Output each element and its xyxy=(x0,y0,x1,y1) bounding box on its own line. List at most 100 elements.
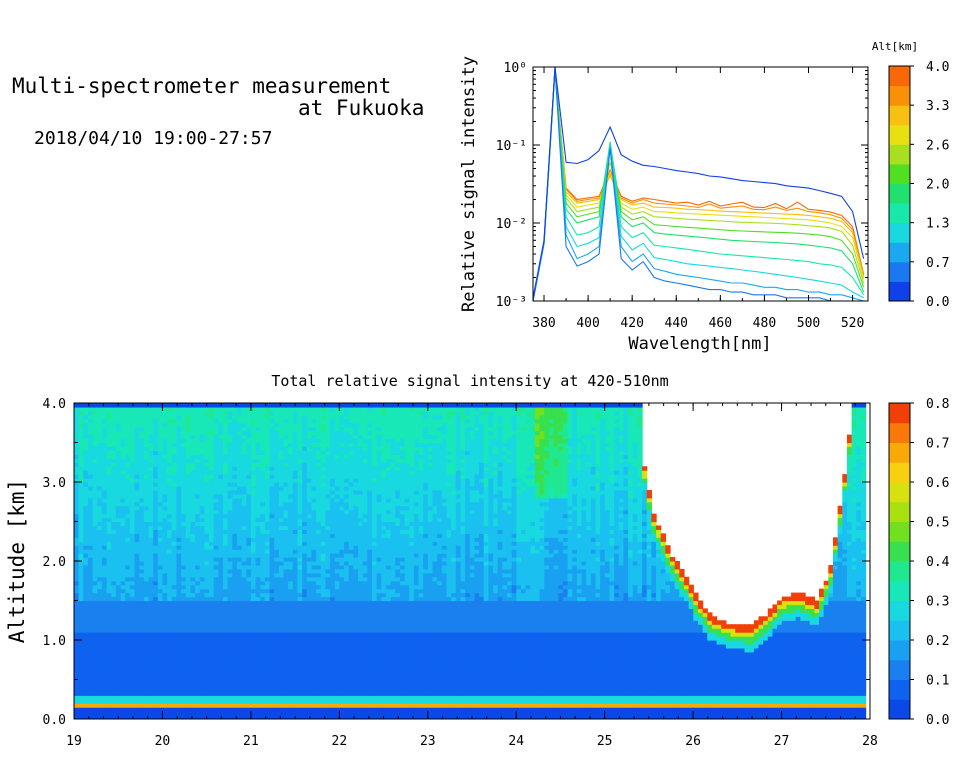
heatmap-cell xyxy=(111,564,117,570)
heatmap-cell xyxy=(320,568,327,574)
heatmap-cell xyxy=(320,442,327,448)
heatmap-cell xyxy=(129,406,136,412)
heatmap-cell xyxy=(106,545,112,550)
heatmap-cell xyxy=(167,707,173,712)
heatmap-cell xyxy=(157,406,164,412)
heatmap-cell xyxy=(232,521,238,527)
heatmap-cell xyxy=(185,695,192,700)
heatmap-cell xyxy=(274,489,280,495)
heatmap-cell xyxy=(115,636,122,641)
heatmap-cell xyxy=(232,628,238,633)
heatmap-cell xyxy=(129,466,136,471)
heatmap-cell xyxy=(139,501,145,507)
heatmap-cell xyxy=(236,485,243,491)
heatmap-cell xyxy=(260,470,266,475)
heatmap-cell xyxy=(115,482,122,487)
heatmap-cell xyxy=(311,497,317,503)
heatmap-cell xyxy=(260,624,266,629)
heatmap-cell xyxy=(106,715,112,719)
heatmap-cell xyxy=(288,430,294,436)
heatmap-cell xyxy=(181,683,187,688)
heatmap-cell xyxy=(260,426,266,432)
heatmap-cell xyxy=(223,533,229,538)
heatmap-cell xyxy=(278,608,285,613)
heatmap-cell xyxy=(246,403,252,408)
heatmap-cell xyxy=(213,651,219,657)
heatmap-cell xyxy=(139,561,145,566)
heatmap-cell xyxy=(255,497,261,503)
heatmap-cell xyxy=(106,442,112,448)
heatmap-cell xyxy=(344,422,350,428)
heatmap-cell xyxy=(278,485,285,491)
heatmap-cell xyxy=(330,561,336,566)
heatmap-cell xyxy=(339,640,345,645)
heatmap-cell xyxy=(162,584,168,590)
heatmap-cell xyxy=(199,687,205,692)
heatmap-cell xyxy=(236,620,243,625)
heatmap-cell xyxy=(320,632,327,637)
heatmap-cell xyxy=(264,632,271,637)
heatmap-cell xyxy=(92,545,98,550)
heatmap-cell xyxy=(288,683,294,688)
heatmap-cell xyxy=(129,620,136,625)
heatmap-cell xyxy=(348,679,354,685)
heatmap-cell xyxy=(87,557,94,562)
heatmap-cell xyxy=(139,636,145,641)
heatmap-cell xyxy=(330,430,336,436)
heatmap-cell xyxy=(162,703,168,708)
heatmap-cell xyxy=(288,414,294,420)
heatmap-cell xyxy=(190,430,196,436)
heatmap-cell xyxy=(87,403,94,408)
heatmap-cell xyxy=(353,683,359,688)
heatmap-cell xyxy=(330,640,336,645)
heatmap-cell xyxy=(320,450,327,455)
heatmap-cell xyxy=(115,659,122,665)
heatmap-cell xyxy=(92,501,98,507)
heatmap-cell xyxy=(106,564,112,570)
heatmap-cell xyxy=(134,537,140,542)
heatmap-cell xyxy=(297,636,303,641)
heatmap-cell xyxy=(129,695,136,700)
heatmap-cell xyxy=(339,651,345,657)
heatmap-cell xyxy=(157,403,164,408)
heatmap-cell xyxy=(269,655,275,661)
altitude-colorbar-swatch xyxy=(889,222,910,243)
heatmap-cell xyxy=(134,485,140,491)
heatmap-cell xyxy=(153,454,159,459)
heatmap-cell xyxy=(236,655,243,661)
heatmap-cell xyxy=(227,643,233,649)
heatmap-cell xyxy=(278,663,285,669)
heatmap-cell xyxy=(255,604,261,609)
heatmap-cell xyxy=(78,446,84,451)
heatmap-cell xyxy=(139,422,145,428)
heatmap-cell xyxy=(139,616,145,621)
heatmap-cell xyxy=(97,572,103,578)
heatmap-cell xyxy=(185,446,192,451)
heatmap-cell xyxy=(195,596,201,602)
heatmap-cell xyxy=(74,663,80,669)
heatmap-cell xyxy=(334,651,341,657)
heatmap-cell xyxy=(339,588,345,594)
heatmap-cell xyxy=(227,608,233,613)
heatmap-cell xyxy=(153,426,159,432)
heatmap-cell xyxy=(143,636,150,641)
heatmap-cell xyxy=(236,426,243,432)
heatmap-cell xyxy=(111,509,117,515)
heatmap-cell xyxy=(339,466,345,471)
heatmap-cell xyxy=(311,414,317,420)
heatmap-cell xyxy=(297,513,303,519)
heatmap-cell xyxy=(348,525,354,530)
heatmap-cell xyxy=(106,482,112,487)
heatmap-cell xyxy=(83,478,89,483)
heatmap-cell xyxy=(185,557,192,562)
heatmap-cell xyxy=(190,474,196,479)
heatmap-cell xyxy=(92,497,98,503)
heatmap-cell xyxy=(236,458,243,463)
heatmap-cell xyxy=(218,462,224,467)
heatmap-cell xyxy=(153,592,159,598)
heatmap-cell xyxy=(190,485,196,491)
heatmap-cell xyxy=(139,557,145,562)
heatmap-cell xyxy=(157,568,164,574)
heatmap-cell xyxy=(171,549,178,554)
heatmap-cell xyxy=(167,667,173,673)
